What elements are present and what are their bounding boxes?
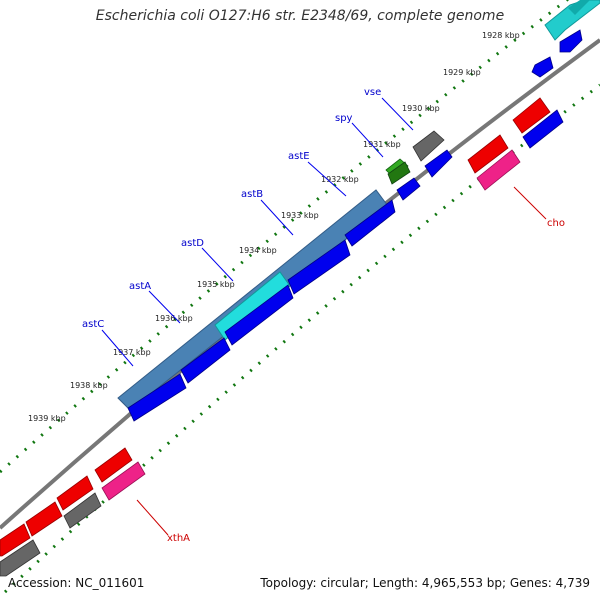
feature-red-xthA-2[interactable] — [56, 475, 94, 511]
tick-label-1937: 1937 kbp — [113, 348, 151, 357]
leader-astC — [101, 329, 134, 367]
accession-label: Accession: NC_011601 — [8, 576, 145, 590]
feature-blue-cho[interactable] — [522, 109, 564, 149]
feature-cyan-top[interactable] — [544, 0, 600, 41]
tick-label-1930: 1930 kbp — [402, 104, 440, 113]
kbp-tick-labels: 1928 kbp 1929 kbp 1930 kbp 1931 kbp 1932… — [28, 31, 520, 423]
gene-label-astB[interactable]: astB — [241, 189, 263, 200]
feature-astA-gene[interactable] — [180, 337, 231, 384]
feature-red-cho-2[interactable] — [467, 134, 509, 174]
gene-label-astD[interactable]: astD — [181, 238, 204, 249]
tick-label-1935: 1935 kbp — [197, 280, 235, 289]
tick-label-1928: 1928 kbp — [482, 31, 520, 40]
inner-tick-ring — [3, 83, 600, 594]
feature-astB-gene[interactable] — [287, 239, 351, 295]
gene-label-spy[interactable]: spy — [335, 113, 353, 124]
tick-label-1938: 1938 kbp — [70, 381, 108, 390]
feature-red-xthA-4[interactable] — [0, 523, 31, 557]
leader-astA — [148, 290, 181, 324]
feature-ast-operon-bar[interactable] — [117, 189, 389, 411]
leader-spy — [351, 122, 384, 158]
leader-vse — [381, 97, 414, 131]
feature-gray-xthA[interactable] — [63, 492, 102, 529]
feature-red-xthA-3[interactable] — [25, 501, 63, 537]
feature-blue-vse[interactable] — [424, 149, 453, 178]
feature-pink-cho[interactable] — [476, 149, 521, 191]
feature-gray-xthA-2[interactable] — [0, 539, 41, 577]
gene-label-astE[interactable]: astE — [288, 151, 310, 162]
feature-astD-gene[interactable] — [224, 284, 294, 346]
leader-astB — [260, 199, 294, 236]
gene-label-astA[interactable]: astA — [129, 281, 151, 292]
leader-astD — [201, 247, 234, 282]
feature-blue-spy[interactable] — [396, 177, 421, 201]
tick-label-1936: 1936 kbp — [155, 314, 193, 323]
feature-astC-gene[interactable] — [127, 373, 187, 422]
gene-label-vse[interactable]: vse — [364, 87, 381, 98]
leader-astE — [307, 161, 347, 197]
gene-label-cho[interactable]: cho — [547, 218, 565, 229]
gene-label-leaders — [101, 97, 547, 536]
feature-astE-gene[interactable] — [344, 199, 396, 247]
tick-label-1931: 1931 kbp — [363, 140, 401, 149]
leader-xthA — [136, 499, 169, 536]
genome-title: Escherichia coli O127:H6 str. E2348/69, … — [95, 8, 505, 24]
leader-cho — [513, 186, 547, 220]
tick-label-1934: 1934 kbp — [239, 246, 277, 255]
tick-label-1929: 1929 kbp — [443, 68, 481, 77]
tick-label-1939: 1939 kbp — [28, 414, 66, 423]
feature-blue-top-1[interactable] — [559, 29, 583, 53]
feature-gray-vse[interactable] — [412, 130, 445, 162]
feature-red-cho-1[interactable] — [512, 97, 551, 134]
tick-label-1933: 1933 kbp — [281, 211, 319, 220]
outer-tick-ring — [0, 0, 570, 474]
gene-labels: vse spy astE astB astD astA astC cho xth… — [82, 87, 565, 544]
feature-red-xthA-1[interactable] — [94, 447, 133, 483]
feature-pink-xthA[interactable] — [101, 461, 146, 501]
tick-label-1932: 1932 kbp — [321, 175, 359, 184]
feature-green-spy[interactable] — [385, 158, 411, 185]
genome-summary-label: Topology: circular; Length: 4,965,553 bp… — [260, 576, 590, 590]
gene-label-astC[interactable]: astC — [82, 319, 104, 330]
feature-blue-top-2[interactable] — [531, 56, 554, 78]
gene-label-xthA[interactable]: xthA — [167, 533, 190, 544]
